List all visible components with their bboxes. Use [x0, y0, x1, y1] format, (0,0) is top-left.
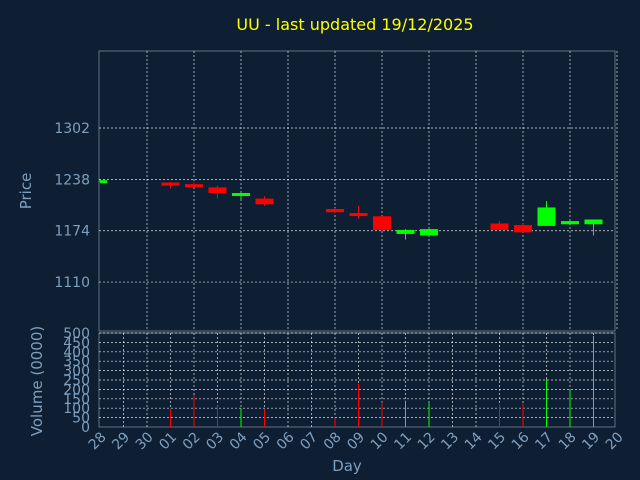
x-tick-label: 15 — [485, 429, 509, 453]
candle-18 — [561, 220, 579, 225]
chart-title: UU - last updated 19/12/2025 — [236, 15, 473, 34]
candle-body — [185, 184, 203, 188]
x-tick-label: 12 — [415, 429, 439, 453]
candle-01 — [161, 181, 180, 189]
x-tick-label: 11 — [391, 429, 415, 453]
x-axis-label: Day — [332, 457, 362, 475]
price-candles — [99, 180, 603, 240]
x-tick-label: 01 — [156, 429, 180, 453]
price-y-ticks: 1110 1174 1238 1302 — [54, 121, 90, 291]
candle-body — [561, 221, 579, 225]
candle-02 — [185, 182, 203, 188]
x-axis-ticks: 28 29 30 01 02 03 04 05 06 07 08 09 10 11 12 13 14 15 16 17… — [86, 429, 627, 453]
price-axis-label: Price — [17, 173, 35, 210]
candle-28 — [99, 180, 107, 184]
price-tick-label: 1110 — [54, 275, 90, 291]
candle-05 — [255, 196, 274, 206]
candle-09 — [349, 205, 368, 219]
candle-body — [326, 209, 344, 213]
candle-body — [514, 225, 532, 233]
candle-body — [100, 180, 107, 184]
x-tick-label: 14 — [462, 429, 486, 453]
volume-bars — [170, 335, 594, 427]
x-tick-label: 04 — [227, 429, 251, 453]
x-tick-label: 16 — [509, 429, 533, 453]
candle-body — [349, 213, 368, 217]
candle-10 — [373, 216, 391, 231]
candle-body — [255, 198, 274, 205]
x-tick-label: 05 — [250, 429, 274, 453]
x-tick-label: 17 — [532, 429, 556, 453]
candle-body — [420, 229, 438, 236]
x-tick-label: 20 — [603, 429, 627, 453]
volume-tick-label: 0 — [81, 420, 90, 436]
volume-tick-label: 350 — [63, 354, 90, 370]
candle-body — [490, 223, 509, 230]
price-tick-label: 1174 — [54, 224, 90, 240]
candle-body — [208, 187, 227, 194]
x-tick-label: 29 — [109, 429, 133, 453]
x-tick-label: 10 — [368, 429, 392, 453]
candle-body — [396, 229, 415, 234]
price-panel-frame — [98, 50, 616, 332]
candle-body — [232, 193, 250, 197]
x-tick-label: 09 — [344, 429, 368, 453]
volume-grid — [99, 332, 615, 427]
x-tick-label: 08 — [321, 429, 345, 453]
x-tick-label: 03 — [203, 429, 227, 453]
candle-body — [161, 182, 180, 186]
price-grid — [99, 51, 618, 331]
volume-tick-label: 200 — [63, 382, 90, 398]
volume-axis-label: Volume (0000) — [28, 326, 46, 436]
volume-tick-label: 300 — [63, 364, 90, 380]
volume-tick-label: 150 — [63, 392, 90, 408]
candle-17 — [537, 201, 556, 226]
price-tick-label: 1302 — [54, 121, 90, 137]
price-tick-label: 1238 — [54, 172, 90, 188]
x-tick-label: 07 — [297, 429, 321, 453]
candle-11 — [396, 229, 415, 240]
candle-08 — [326, 208, 344, 214]
candle-15 — [490, 221, 509, 230]
volume-tick-label: 450 — [63, 335, 90, 351]
candle-body — [373, 216, 391, 230]
x-tick-label: 02 — [180, 429, 204, 453]
x-tick-label: 30 — [133, 429, 157, 453]
x-tick-label: 06 — [274, 429, 298, 453]
candle-04 — [232, 192, 250, 200]
candle-03 — [208, 185, 227, 199]
volume-tick-label: 50 — [72, 411, 90, 427]
x-tick-label: 13 — [438, 429, 462, 453]
candle-19 — [584, 219, 603, 236]
x-tick-label: 18 — [556, 429, 580, 453]
candle-12 — [420, 228, 438, 236]
volume-tick-label: 100 — [63, 401, 90, 417]
candle-body — [537, 207, 556, 226]
candle-body — [584, 219, 603, 225]
candle-16 — [514, 223, 532, 233]
x-tick-label: 19 — [579, 429, 603, 453]
volume-tick-label: 500 — [63, 326, 90, 342]
volume-tick-label: 250 — [63, 373, 90, 389]
volume-tick-label: 400 — [63, 345, 90, 361]
